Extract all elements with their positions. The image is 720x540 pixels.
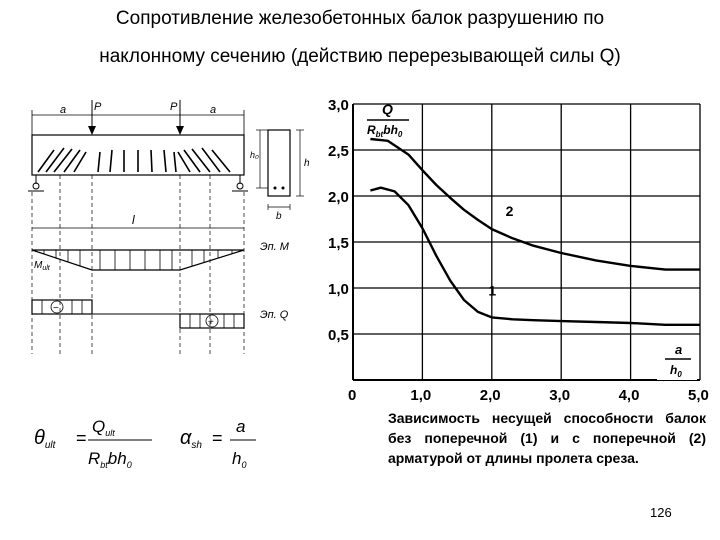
slide-title-line-1: Сопротивление железобетонных балок разру… [115,8,605,29]
alpha-symbol: αsh [180,427,202,451]
chart-series: 12 [370,137,700,326]
equals-1: = [76,428,87,448]
dim-a-left: a [60,104,66,116]
equals-2: = [212,428,223,448]
page-number: 126 [650,505,672,520]
chart-caption: Зависимость несущей способности балок бе… [388,410,706,466]
y-tick-label: 1,0 [328,281,349,298]
span-label: l [132,213,135,227]
x-tick-label: 4,0 [619,387,640,404]
xlabel-numerator: a [675,342,682,357]
q-ult: Qult [92,417,115,438]
shear-minus: − [53,303,59,314]
x-tick-label: 1,0 [410,387,431,404]
chart-grid [352,103,701,381]
beam [31,134,245,176]
moment-diagram [31,249,245,271]
xlabel-denominator: h0 [670,363,682,379]
y-tick-label: 0,5 [328,327,349,344]
a-numerator: a [236,417,245,436]
x-tick-label: 5,0 [688,387,709,404]
moment-ult-label: Mult [34,260,51,272]
shear-diagram-left [31,299,93,315]
series-label-2: 2 [506,203,514,219]
series-line-2 [370,137,700,271]
section-h0: h₀ [250,150,259,160]
denominator-1: Rbtbh0 [88,449,132,470]
h0-denominator: h0 [232,449,246,470]
slide-title-line-2: наклонному сечению (действию перерезываю… [99,46,621,67]
y-tick-label: 3,0 [328,97,349,114]
chart-ticks: 0,5 1,0 1,5 2,0 2,5 3,0 0 1,0 2,0 3,0 4,0 5,0 [328,97,709,404]
ylabel-denominator: Rbtbh0 [367,123,403,139]
y-tick-label: 2,0 [328,189,349,206]
x-tick-label: 3,0 [549,387,570,404]
moment-diagram-label: Эп. M [260,241,290,253]
formula-block: θult = Qult Rbtbh0 αsh = a h0 [34,417,256,470]
y-tick-label: 2,5 [328,143,349,160]
series-label-1: 1 [488,282,496,298]
series-line-1 [370,186,700,326]
section-h: h [304,158,310,169]
capacity-chart: 0,51,01,52,02,53,00 1,0 2,0 3,0 4,0 5,0 12 Q … [328,97,709,404]
beam-diagram: a a P P l [28,100,310,354]
ylabel-numerator: Q [382,101,393,117]
shear-diagram-label: Эп. Q [260,309,289,321]
load-left-label: P [94,101,102,113]
cross-section [267,129,291,197]
x-tick-label: 2,0 [480,387,501,404]
x-tick-label: 0 [348,387,356,404]
y-tick-label: 1,5 [328,235,349,252]
dim-a-right: a [210,104,216,116]
section-b: b [276,211,282,222]
load-right-label: P [170,101,178,113]
shear-diagram-right [179,313,245,329]
shear-plus: + [208,317,214,328]
theta-symbol: θult [34,427,57,451]
